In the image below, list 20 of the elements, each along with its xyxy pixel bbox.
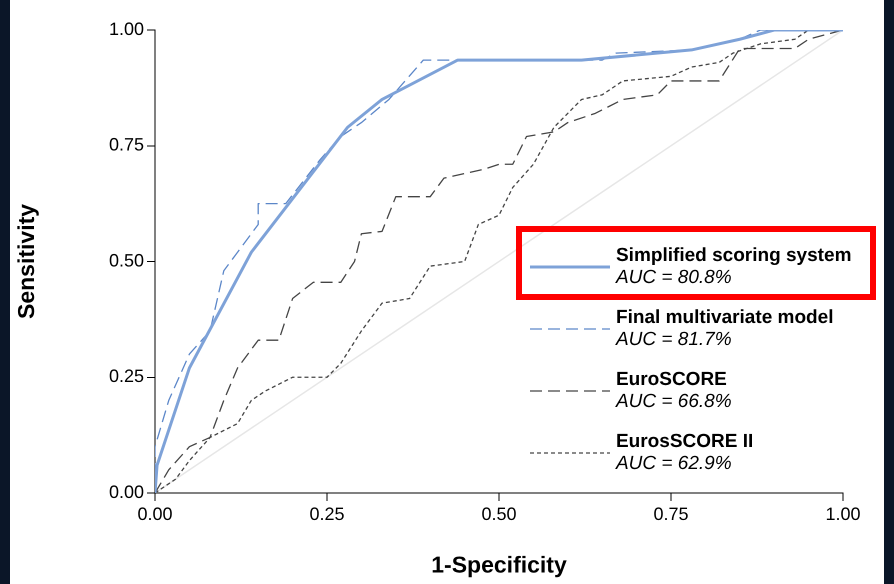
x-tick-label: 0.50 bbox=[481, 504, 517, 524]
x-tick-label: 1.00 bbox=[825, 504, 861, 524]
annotation: AUC = 62.9% bbox=[616, 453, 733, 475]
legend-label: Simplified scoring system bbox=[616, 245, 852, 267]
x-tick-label: 0.75 bbox=[653, 504, 689, 524]
legend-label: EuroSCORE bbox=[616, 369, 728, 391]
annotation: AUC = 80.8% bbox=[616, 267, 733, 289]
y-tick-label: 0.75 bbox=[108, 134, 144, 155]
x-axis-title: 1-Specificity bbox=[431, 552, 567, 578]
y-tick-label: 0.00 bbox=[108, 482, 144, 502]
annotation: AUC = 81.7% bbox=[616, 329, 733, 351]
y-tick-label: 0.25 bbox=[108, 366, 144, 386]
y-axis-title: Sensitivity bbox=[13, 204, 40, 320]
x-tick-label: 0.25 bbox=[309, 504, 345, 524]
annotation: AUC = 66.8% bbox=[616, 391, 732, 413]
y-tick-label: 0.50 bbox=[108, 250, 144, 270]
legend-label: Final multivariate model bbox=[616, 307, 834, 329]
x-tick-label: 0.00 bbox=[137, 504, 173, 524]
y-tick-label: 1.00 bbox=[108, 18, 144, 39]
legend-label: EurosSCORE II bbox=[616, 431, 754, 453]
